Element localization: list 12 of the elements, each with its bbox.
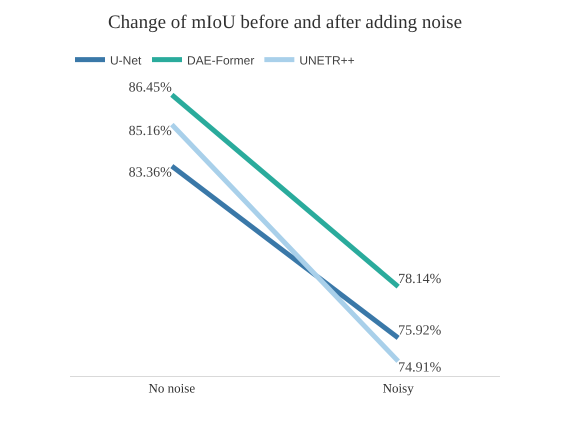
data-label: 78.14% [398, 272, 442, 288]
data-label: 86.45% [128, 80, 172, 96]
data-label: 75.92% [398, 323, 442, 338]
legend-label: DAE-Former [187, 53, 254, 68]
legend-label: UNETR++ [299, 53, 355, 68]
data-label: 74.91% [398, 360, 442, 376]
data-label: 83.36% [128, 166, 172, 181]
legend-label: U-Net [110, 53, 142, 68]
x-tick-label: No noise [148, 380, 196, 396]
chart-title: Change of mIoU before and after adding noise [108, 12, 462, 34]
x-tick-label: Noisy [382, 380, 414, 396]
data-label: 85.16% [128, 124, 172, 140]
